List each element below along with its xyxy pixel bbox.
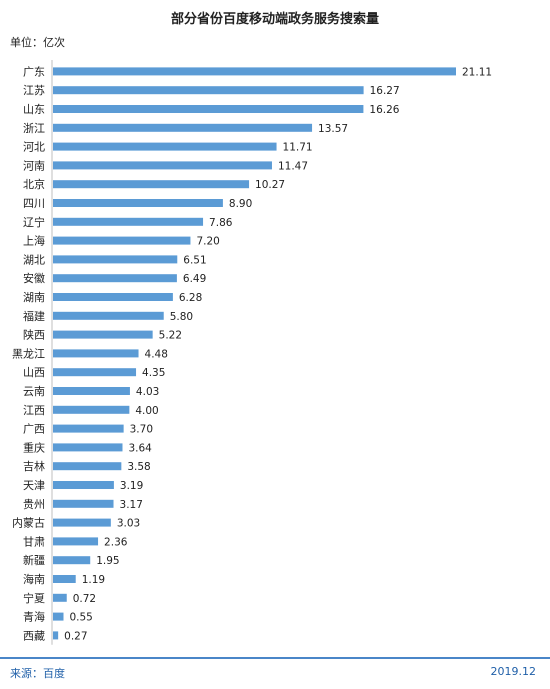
bar [53, 161, 272, 170]
value-label: 4.00 [135, 405, 158, 417]
value-label: 0.72 [73, 593, 96, 605]
bar [53, 575, 76, 583]
bar [53, 462, 122, 471]
value-label: 3.70 [130, 424, 153, 436]
value-label: 2.36 [104, 536, 128, 548]
bar [53, 199, 223, 207]
category-label: 上海 [23, 234, 45, 248]
bar [53, 330, 153, 339]
bar [53, 217, 204, 226]
category-label: 福建 [23, 309, 45, 323]
value-label: 13.57 [318, 123, 348, 135]
category-label: 河南 [23, 159, 45, 172]
category-label: 贵州 [23, 498, 45, 511]
bar [53, 255, 178, 264]
value-label: 6.49 [183, 273, 206, 285]
value-label: 11.71 [283, 142, 313, 154]
category-label: 新疆 [23, 553, 45, 567]
value-label: 4.03 [136, 386, 159, 398]
category-label: 西藏 [23, 629, 45, 642]
value-label: 21.11 [462, 66, 492, 78]
category-label: 云南 [23, 385, 45, 398]
bar [53, 105, 364, 113]
value-label: 3.58 [127, 461, 150, 473]
category-label: 湖北 [23, 253, 45, 266]
category-label: 山西 [23, 366, 45, 379]
category-label: 江苏 [23, 84, 45, 97]
value-label: 11.47 [278, 160, 308, 172]
category-label: 重庆 [23, 440, 45, 454]
bar [53, 593, 67, 602]
bar [53, 405, 130, 414]
value-label: 3.64 [128, 442, 152, 454]
category-label: 湖南 [23, 291, 45, 304]
value-label: 1.95 [96, 555, 119, 567]
bar [53, 631, 59, 640]
bar [53, 274, 177, 283]
source-label: 来源：百度 [10, 667, 65, 680]
date-label: 2019.12 [490, 665, 537, 678]
value-label: 7.20 [196, 236, 219, 248]
bar [53, 123, 313, 132]
value-label: 5.22 [159, 330, 182, 342]
bar [53, 424, 124, 433]
bar [53, 349, 139, 358]
category-label: 辽宁 [23, 215, 45, 229]
category-label: 安徽 [23, 271, 45, 285]
category-label: 北京 [23, 177, 45, 191]
category-label: 宁夏 [23, 591, 45, 605]
chart-title: 部分省份百度移动端政务服务搜索量 [170, 12, 379, 27]
category-label: 内蒙古 [12, 516, 45, 530]
value-label: 0.55 [69, 612, 92, 624]
bar [53, 481, 114, 489]
bar [53, 293, 173, 301]
value-label: 16.26 [369, 104, 399, 116]
bar [53, 86, 364, 95]
value-label: 4.35 [142, 367, 165, 379]
bar [53, 612, 64, 621]
value-label: 3.19 [120, 480, 143, 492]
bar [53, 142, 277, 151]
unit-label: 单位：亿次 [10, 36, 65, 49]
value-label: 8.90 [229, 198, 252, 210]
category-label: 浙江 [23, 122, 45, 135]
value-label: 6.51 [183, 254, 206, 266]
value-label: 6.28 [179, 292, 202, 304]
category-label: 青海 [23, 610, 45, 624]
value-label: 3.17 [120, 499, 143, 511]
footer-divider [0, 657, 550, 659]
category-label: 吉林 [23, 459, 45, 473]
bar [53, 67, 456, 76]
value-label: 7.86 [209, 217, 233, 229]
category-label: 河北 [23, 141, 45, 154]
category-label: 甘肃 [23, 535, 45, 548]
value-label: 16.27 [370, 85, 400, 97]
bar [53, 556, 91, 565]
category-label: 海南 [23, 572, 45, 586]
bar [53, 443, 123, 452]
category-label: 广西 [23, 423, 45, 436]
value-label: 3.03 [117, 518, 140, 530]
category-label: 山东 [23, 103, 45, 116]
value-label: 1.19 [82, 574, 105, 586]
bar [53, 180, 250, 189]
category-label: 黑龙江 [12, 347, 45, 360]
value-label: 4.48 [145, 348, 168, 360]
bar [53, 499, 114, 508]
category-label: 广东 [23, 65, 45, 78]
category-label: 陕西 [23, 328, 45, 342]
bar [53, 368, 137, 377]
category-label: 江西 [23, 404, 45, 417]
category-label: 天津 [23, 479, 45, 492]
value-label: 10.27 [255, 179, 285, 191]
bar [53, 537, 99, 546]
category-label: 四川 [23, 197, 45, 210]
bar [53, 387, 130, 395]
bar [53, 236, 191, 245]
value-label: 5.80 [170, 311, 193, 323]
bar [53, 311, 164, 320]
value-label: 0.27 [64, 630, 87, 642]
bar [53, 518, 111, 527]
